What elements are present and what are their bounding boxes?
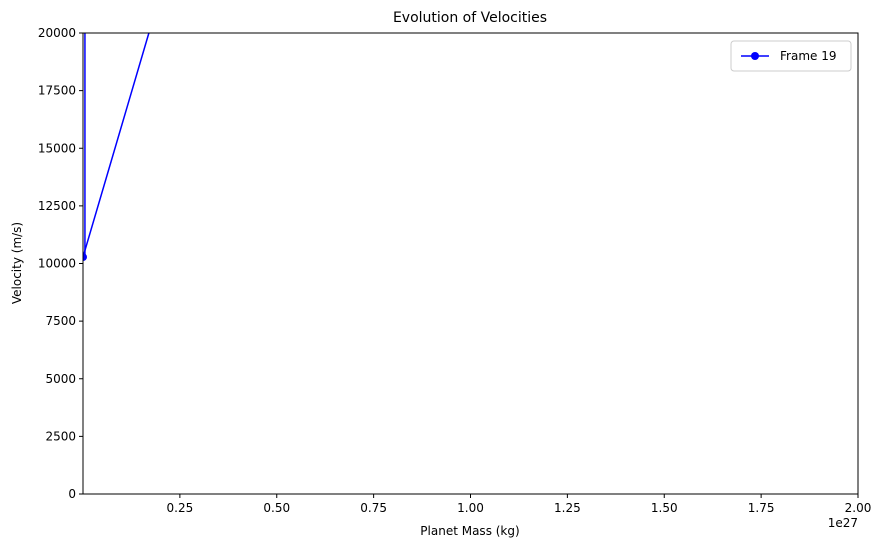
x-tick-label: 1.25 — [554, 501, 581, 515]
x-tick-label: 1.75 — [748, 501, 775, 515]
y-tick-label: 20000 — [38, 26, 76, 40]
legend-box — [730, 40, 852, 72]
y-tick-label: 7500 — [45, 314, 76, 328]
y-tick-label: 0 — [68, 487, 76, 501]
series-layer — [83, 33, 150, 262]
x-axis: 0.25 0.50 0.75 1.00 1.25 1.50 1.75 2.00 — [167, 494, 872, 515]
x-axis-label: Planet Mass (kg) — [420, 524, 519, 538]
plot-area — [83, 33, 150, 262]
y-tick-label: 17500 — [38, 84, 76, 98]
y-tick-label: 12500 — [38, 199, 76, 213]
y-tick-label: 2500 — [45, 429, 76, 443]
x-tick-label: 1.00 — [457, 501, 484, 515]
legend-marker — [751, 52, 759, 60]
y-axis-label: Velocity (m/s) — [10, 222, 24, 304]
x-tick-label: 0.50 — [263, 501, 290, 515]
x-tick-label: 2.00 — [845, 501, 872, 515]
x-tick-label: 1.50 — [651, 501, 678, 515]
x-tick-label: 0.75 — [360, 501, 387, 515]
y-tick-label: 10000 — [38, 257, 76, 271]
y-axis: 0 2500 5000 7500 10000 12500 15000 17500 20000 — [38, 26, 83, 501]
data-point — [83, 253, 87, 262]
x-tick-label: 0.25 — [167, 501, 194, 515]
x-offset-label: 1e27 — [828, 516, 858, 530]
legend: Frame 19 — [730, 40, 852, 72]
series-line — [83, 33, 150, 258]
chart-title: Evolution of Velocities — [393, 10, 547, 26]
legend-entry-label: Frame 19 — [780, 49, 836, 63]
y-tick-label: 5000 — [45, 372, 76, 386]
y-tick-label: 15000 — [38, 141, 76, 155]
